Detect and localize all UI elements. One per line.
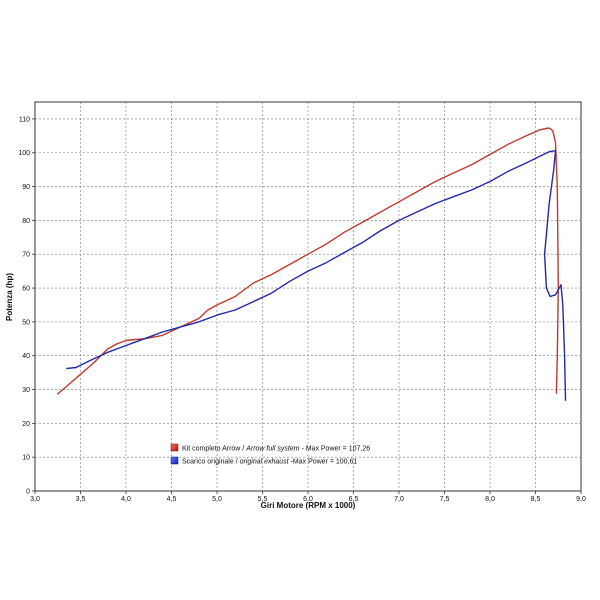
y-tick-label: 40	[22, 353, 30, 360]
series-lines	[57, 127, 567, 401]
x-tick-label: 4,0	[121, 496, 131, 503]
y-tick-label: 100	[18, 150, 30, 157]
x-tick-label: 7,0	[394, 496, 404, 503]
x-tick-label: 8,0	[485, 496, 495, 503]
legend: Kit completo Arrow / Arrow full system -…	[170, 443, 370, 466]
y-tick-label: 10	[22, 455, 30, 462]
y-tick-label: 50	[22, 319, 30, 326]
y-tick-label: 110	[19, 116, 30, 123]
legend-arrow-part3: - Max Power = 107,26	[300, 446, 371, 453]
x-tick-label: 5,5	[258, 496, 268, 503]
x-tick-label: 6,5	[349, 496, 359, 503]
y-tick-label: 0	[26, 489, 30, 496]
grid-lines	[35, 102, 581, 491]
y-tick-label: 60	[22, 286, 30, 293]
x-tick-label: 3,0	[30, 496, 40, 503]
legend-original-part1: Scarico originale /	[182, 459, 240, 466]
legend-arrow-part1: Kit completo Arrow /	[182, 446, 246, 453]
x-tick-label: 4,5	[167, 496, 177, 503]
legend-original-part2: original exhaust	[240, 459, 290, 466]
y-tick-label: 70	[22, 252, 30, 259]
legend-label-arrow: Kit completo Arrow / Arrow full system -…	[182, 446, 370, 453]
y-tick-label: 80	[22, 218, 30, 225]
x-tick-label: 3,5	[76, 496, 86, 503]
legend-swatch-original	[170, 456, 179, 465]
x-tick-label: 6,0	[303, 496, 313, 503]
legend-swatch-arrow	[170, 443, 179, 452]
y-tick-label: 20	[22, 421, 30, 428]
legend-original-part3: -Max Power = 100,61	[289, 459, 358, 466]
series-line-arrow	[57, 127, 559, 395]
x-tick-label: 7,5	[440, 496, 450, 503]
legend-label-original: Scarico originale / original exhaust -Ma…	[182, 459, 357, 466]
x-axis-label: Giri Motore (RPM x 1000)	[261, 501, 356, 510]
series-line-original	[66, 149, 567, 401]
x-tick-label: 5,0	[212, 496, 222, 503]
tick-labels: 3,0 3,5 4,0 4,5 5,0 5,5 6,0 6,5 7,0 7,5 8,0 8,5 9,0 0…	[18, 116, 586, 503]
y-tick-label: 90	[22, 184, 30, 191]
y-axis-label: Potenza (hp)	[5, 273, 14, 321]
legend-arrow-part2: Arrow full system	[245, 446, 299, 453]
x-tick-label: 8,5	[531, 496, 541, 503]
x-tick-label: 9,0	[576, 496, 586, 503]
y-tick-label: 30	[22, 387, 30, 394]
plot-frame	[34, 101, 582, 492]
